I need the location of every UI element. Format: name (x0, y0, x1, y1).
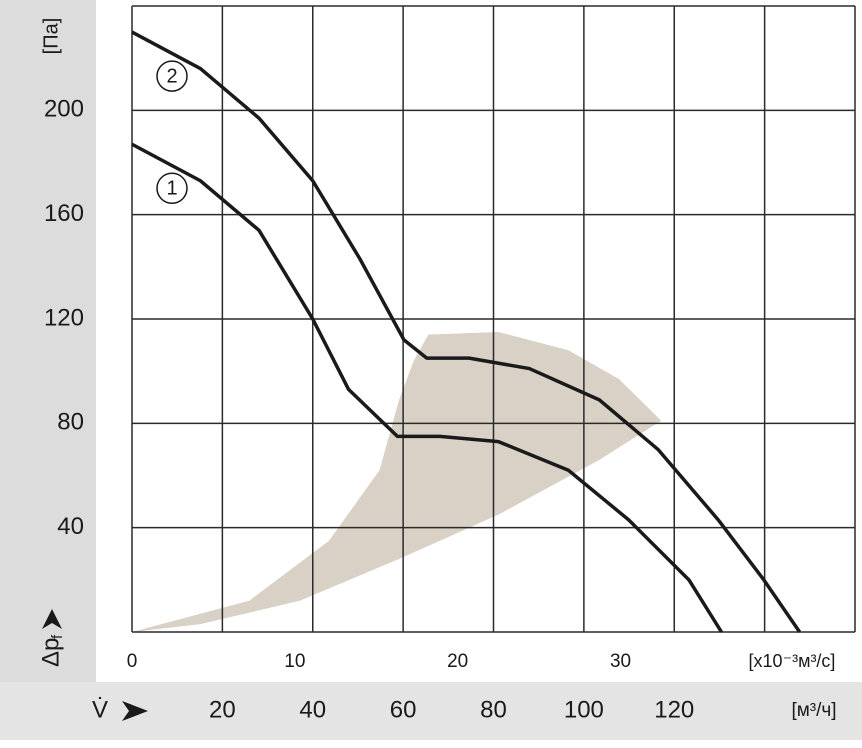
y-symbol: Δp f (37, 609, 66, 667)
y-tick-label: 80 (57, 409, 84, 436)
x-tick-label: 20 (447, 651, 468, 672)
y-tick-label: 120 (44, 304, 84, 331)
x2-tick-label: 60 (390, 696, 417, 723)
legend-label: 2 (166, 65, 177, 87)
legend-circle (156, 60, 188, 92)
x2-symbol: V̇ (92, 696, 108, 724)
y-symbol-main: Δp (37, 638, 64, 667)
y-label: [Па] (40, 18, 62, 55)
operating-range (132, 332, 662, 632)
x2-tick-label: 80 (480, 696, 507, 723)
y-tick-label: 160 (44, 200, 84, 227)
arrow (42, 609, 62, 629)
y-symbol-sub: f (49, 634, 66, 639)
x-tick-label: 10 (284, 651, 305, 672)
curve (131, 142, 723, 633)
x2-tick-label: 100 (564, 696, 604, 723)
x-label: [x10⁻³м³/с] (749, 651, 836, 671)
legend-circle (156, 172, 188, 204)
x2-tick-label: 120 (654, 696, 694, 723)
x2-tick-label: 40 (299, 696, 326, 723)
y-tick-label: 200 (44, 96, 84, 123)
x2-tick-label: 20 (209, 696, 236, 723)
curve (131, 30, 802, 633)
arrow (122, 701, 148, 721)
x2-label: [м³/ч] (791, 700, 836, 721)
x-tick-label: 0 (127, 651, 138, 672)
y-axis-band (0, 0, 96, 682)
x-tick-label: 30 (610, 651, 631, 672)
legend-label: 1 (166, 178, 177, 200)
y-tick-label: 40 (57, 513, 84, 540)
